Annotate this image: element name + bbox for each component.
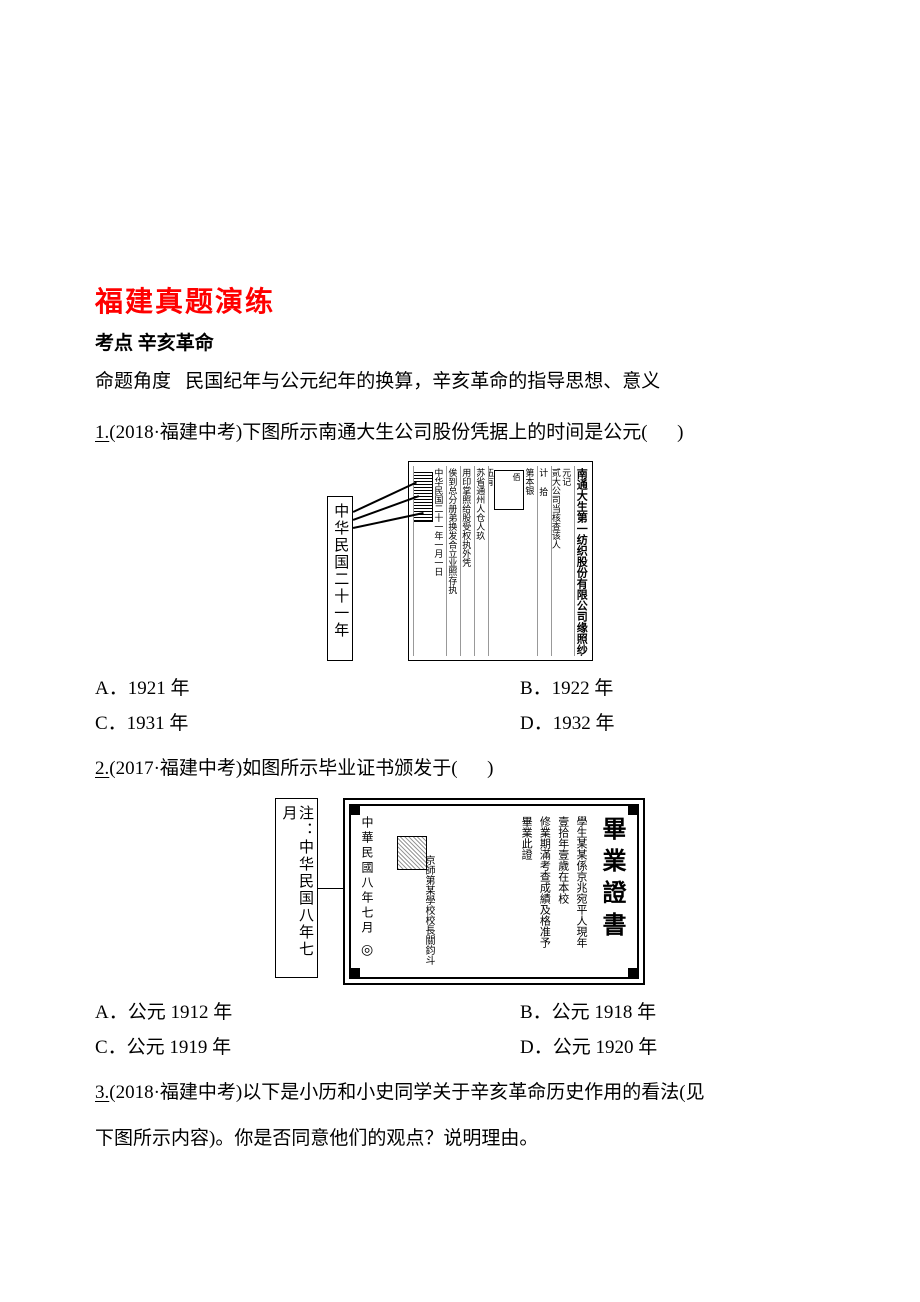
cert-signature: 京師第某學校校長關鈞斗 (421, 855, 436, 965)
q1-source: (2018·福建中考) (109, 422, 242, 443)
cert-line: 修業期滿考查成績及格准予 (537, 816, 551, 967)
q2-source: (2017·福建中考) (109, 758, 242, 779)
doc-col: 第本银 佰 伍有 (488, 466, 535, 656)
q1-option-b: B．1922 年 (470, 673, 825, 700)
q1-document: 南通大生第一纺织股份有限公司缘照纱在招份个数 元记 贰大公司当核查该人 计 拾 … (408, 461, 593, 661)
q3-text-1: 以下是小历和小史同学关于辛亥革命历史作用的看法(见 (242, 1082, 704, 1103)
doc-col: 俟到总分册弟换发合立业照存执 (446, 466, 458, 656)
kaodian-value: 辛亥革命 (138, 333, 214, 354)
angle-label: 命题角度 (95, 371, 171, 392)
doc-col: 苏省通州人仓人玖 (474, 466, 486, 656)
q1-figure: 中华民国二十一年 南通大生第一纺织股份有限公司缘照纱在招份个数 元记 贰大公司当… (95, 461, 825, 661)
q3-text-2: 下图所示内容)。你是否同意他们的观点？说明理由。 (95, 1128, 538, 1149)
q1-option-d: D．1932 年 (470, 708, 825, 735)
cert-line: 壹拾年壹歲在本校 (555, 816, 569, 967)
q2-option-d: D．公元 1920 年 (470, 1032, 825, 1059)
question-3: 3.(2018·福建中考)以下是小历和小史同学关于辛亥革命历史作用的看法(见 (95, 1075, 825, 1111)
q1-callout: 中华民国二十一年 (327, 496, 354, 661)
q2-text: 如图所示毕业证书颁发于( (242, 758, 457, 779)
circle-mark-icon: ◎ (361, 942, 373, 959)
q1-option-c: C．1931 年 (95, 708, 450, 735)
doc-col: 南通大生第一纺织股份有限公司缘照纱在招份个数 (574, 466, 588, 656)
q1-options: A．1921 年 B．1922 年 C．1931 年 D．1932 年 (95, 673, 825, 735)
q2-number: 2. (95, 758, 109, 779)
cert-line: 學生某某係京兆宛平人現年 (574, 816, 588, 967)
q2-certificate: 畢業證書 學生某某係京兆宛平人現年 壹拾年壹歲在本校 修業期滿考查成績及格准予 … (343, 798, 645, 985)
q1-number: 1. (95, 422, 109, 443)
doc-col: 计 拾 (537, 466, 549, 656)
question-angle: 命题角度 民国纪年与公元纪年的换算，辛亥革命的指导思想、意义 (95, 367, 825, 397)
q2-option-b: B．公元 1918 年 (470, 997, 825, 1024)
q2-figure: 注：中华民国八年七月 畢業證書 學生某某係京兆宛平人現年 壹拾年壹歲在本校 修業… (95, 798, 825, 985)
q2-option-c: C．公元 1919 年 (95, 1032, 450, 1059)
doc-innerbox: 佰 (494, 470, 524, 510)
doc-col: 用印掌照给股受权执外凭 (460, 466, 472, 656)
q1-text: 下图所示南通大生公司股份凭据上的时间是公元( (242, 422, 647, 443)
q2-option-a: A．公元 1912 年 (95, 997, 450, 1024)
q2-options: A．公元 1912 年 B．公元 1918 年 C．公元 1919 年 D．公元… (95, 997, 825, 1059)
q2-callout: 注：中华民国八年七月 (275, 798, 318, 978)
exam-point: 考点 辛亥革命 (95, 328, 825, 355)
q1-blank (648, 422, 678, 443)
doc-col: 元记 贰大公司当核查该人 (551, 466, 572, 656)
q1-close: ) (677, 422, 683, 443)
q2-blank (458, 758, 488, 779)
pointer-line-icon (318, 798, 343, 978)
cert-line: 畢業此證 (519, 816, 533, 967)
q3-source: (2018·福建中考) (109, 1082, 242, 1103)
pointer-lines-icon (353, 461, 408, 661)
q2-close: ) (487, 758, 493, 779)
question-2: 2.(2017·福建中考)如图所示毕业证书颁发于( ) (95, 751, 825, 787)
cert-title: 畢業證書 (594, 816, 629, 967)
question-1: 1.(2018·福建中考)下图所示南通大生公司股份凭据上的时间是公元( ) (95, 415, 825, 451)
corner-icon (628, 968, 638, 978)
angle-value: 民国纪年与公元纪年的换算，辛亥革命的指导思想、意义 (185, 371, 660, 392)
q3-number: 3. (95, 1082, 109, 1103)
corner-icon (628, 805, 638, 815)
question-3-line2: 下图所示内容)。你是否同意他们的观点？说明理由。 (95, 1121, 825, 1157)
corner-icon (350, 968, 360, 978)
corner-icon (350, 805, 360, 815)
section-title: 福建真题演练 (95, 280, 825, 320)
kaodian-label: 考点 (95, 333, 133, 354)
q1-option-a: A．1921 年 (95, 673, 450, 700)
